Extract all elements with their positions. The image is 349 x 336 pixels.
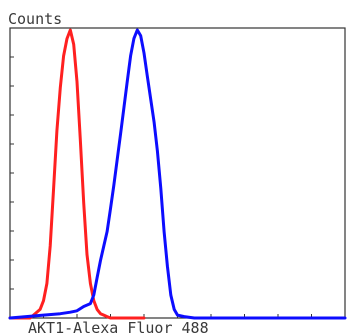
plot-area: [8, 27, 347, 320]
akt1-histogram-line: [8, 28, 347, 320]
control-histogram-line: [8, 28, 146, 320]
y-axis-label: Counts: [8, 10, 62, 28]
x-axis-label: AKT1-Alexa Fluor 488: [28, 319, 209, 336]
plot-frame: [9, 27, 346, 319]
